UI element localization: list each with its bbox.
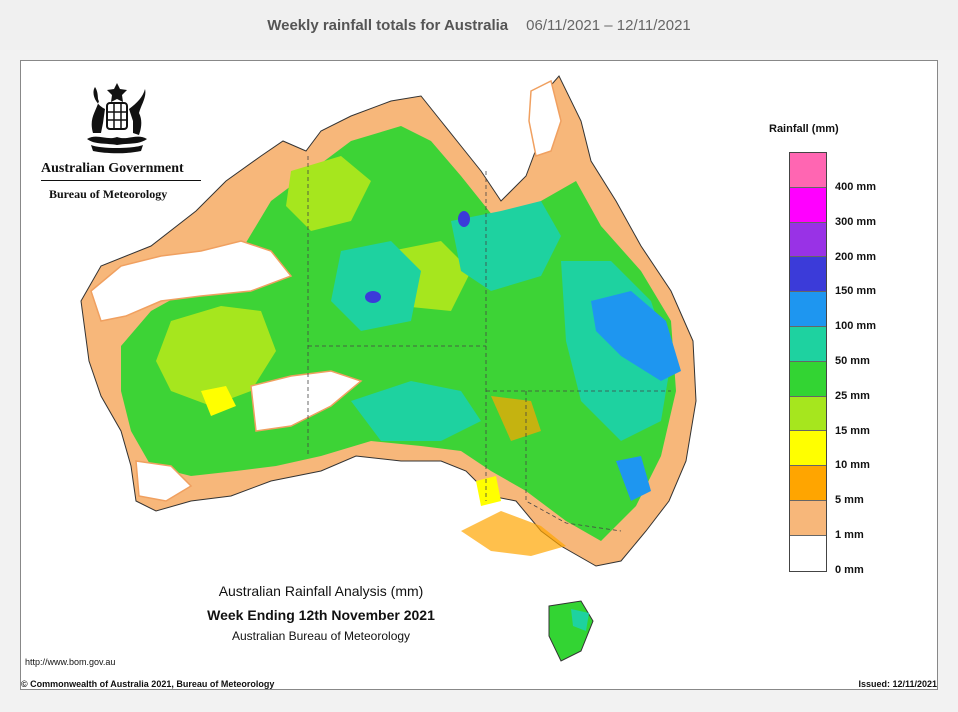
- dark-blue-spot: [365, 291, 381, 303]
- dry-zone: [528, 79, 562, 157]
- legend-label: 0 mm: [835, 563, 864, 576]
- legend-label: 25 mm: [835, 389, 870, 402]
- legend-swatch: [790, 361, 826, 397]
- tasmania-east: [571, 609, 589, 631]
- map-caption-source: Australian Bureau of Meteorology: [231, 629, 411, 643]
- legend-swatch: [790, 500, 826, 536]
- dry-zone: [250, 370, 363, 432]
- page-title: Weekly rainfall totals for Australia: [267, 16, 509, 34]
- australia-rainfall-map: [80, 75, 697, 662]
- legend-label: 100 mm: [835, 320, 876, 333]
- bureau-name: Bureau of Meteorology: [49, 187, 168, 201]
- legend-swatch: [790, 431, 826, 467]
- legend-swatch: [790, 292, 826, 327]
- page-header: Weekly rainfall totals for Australia 06/…: [0, 0, 958, 50]
- legend-label: 1 mm: [835, 529, 864, 541]
- legend-label: 200 mm: [835, 250, 876, 263]
- rainfall-map-panel: Australian Government Bureau of Meteorol…: [20, 60, 938, 690]
- tasmania: [548, 600, 594, 662]
- copyright-text: © Commonwealth of Australia 2021, Bureau…: [21, 679, 275, 689]
- legend-title: Rainfall (mm): [769, 123, 839, 135]
- legend-swatch: [790, 257, 826, 293]
- blue-zone: [616, 456, 651, 501]
- light-green-zone: [286, 156, 371, 231]
- legend-color-bar: [789, 152, 827, 572]
- date-range: 06/11/2021 – 12/11/2021: [526, 16, 691, 34]
- dark-blue-spot: [458, 211, 470, 227]
- legend-label: 15 mm: [835, 424, 870, 437]
- teal-zone: [351, 381, 481, 441]
- legend-swatch: [790, 326, 826, 362]
- state-border: [525, 391, 622, 532]
- yellow-zone: [201, 386, 236, 416]
- legend-swatch: [790, 222, 826, 258]
- legend-label: 300 mm: [835, 215, 876, 228]
- legend-swatch: [790, 466, 826, 501]
- legend-label: 400 mm: [835, 181, 876, 193]
- legend-swatch: [790, 153, 826, 188]
- blue-zone: [591, 291, 681, 381]
- map-caption-title: Australian Rainfall Analysis (mm): [218, 583, 424, 599]
- legend-swatch: [790, 535, 826, 571]
- dry-zone: [90, 240, 293, 322]
- legend-swatch: [790, 396, 826, 432]
- yellow-zone: [476, 476, 501, 506]
- light-green-zone: [156, 306, 276, 406]
- coat-of-arms-icon: [87, 83, 147, 154]
- legend-label: 150 mm: [835, 285, 876, 298]
- legend-swatch: [790, 187, 826, 223]
- bom-url-link[interactable]: http://www.bom.gov.au: [25, 657, 116, 667]
- legend-label: 50 mm: [835, 355, 870, 367]
- orange-band: [491, 396, 541, 441]
- teal-zone: [451, 201, 561, 291]
- government-name: Australian Government: [41, 161, 201, 181]
- legend-label: 5 mm: [835, 494, 864, 507]
- orange-band: [461, 511, 566, 556]
- map-caption-week: Week Ending 12th November 2021: [207, 607, 435, 623]
- dry-zone: [135, 460, 193, 502]
- issued-date: Issued: 12/11/2021: [858, 679, 937, 689]
- teal-zone: [331, 241, 421, 331]
- legend-label: 10 mm: [835, 459, 870, 472]
